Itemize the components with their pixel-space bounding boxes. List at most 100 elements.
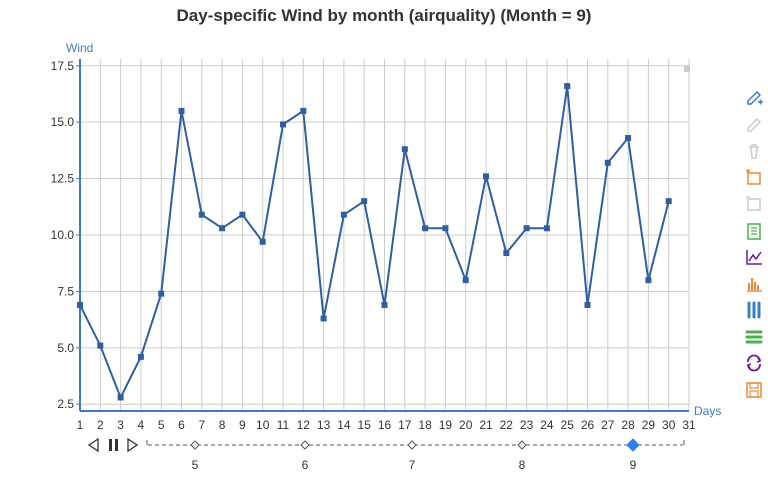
- data-point[interactable]: [503, 250, 510, 257]
- x-tick-label: 19: [439, 418, 453, 432]
- prev-button[interactable]: [87, 437, 99, 453]
- data-point[interactable]: [340, 211, 347, 218]
- data-point[interactable]: [543, 225, 550, 232]
- data-point[interactable]: [137, 353, 144, 360]
- x-tick-label: 13: [317, 418, 331, 432]
- timeline-label: 5: [192, 458, 199, 472]
- x-tick-label: 7: [198, 418, 205, 432]
- bar-chart-icon[interactable]: [744, 274, 764, 294]
- x-tick-label: 30: [662, 418, 676, 432]
- x-tick-labels: 1 2 3 4 5 6 7 8 9 10 11 12 13 14 15 16 17 18 19 20 21 22 23 24 2…: [77, 418, 696, 432]
- x-tick-label: 2: [97, 418, 104, 432]
- x-tick-label: 26: [581, 418, 595, 432]
- data-point[interactable]: [117, 394, 124, 401]
- x-tick-label: 6: [178, 418, 185, 432]
- data-point[interactable]: [158, 290, 165, 297]
- x-tick-label: 22: [500, 418, 514, 432]
- grid-lines: [76, 59, 690, 411]
- data-point[interactable]: [97, 342, 104, 349]
- data-point[interactable]: [625, 134, 632, 141]
- y-tick-label: 10.0: [51, 228, 75, 242]
- timeline-point[interactable]: [517, 440, 527, 450]
- data-point[interactable]: [361, 198, 368, 205]
- x-tick-label: 12: [297, 418, 311, 432]
- x-tick-label: 4: [138, 418, 145, 432]
- x-tick-label: 1: [77, 418, 84, 432]
- pencil-icon: [744, 115, 764, 135]
- trash-icon: [744, 141, 764, 161]
- data-point[interactable]: [239, 211, 246, 218]
- data-point[interactable]: [401, 146, 408, 153]
- x-tick-label: 3: [117, 418, 124, 432]
- stack-icon[interactable]: [744, 300, 764, 320]
- data-point[interactable]: [462, 277, 469, 284]
- zoom-handle[interactable]: [684, 66, 690, 72]
- x-tick-label: 8: [219, 418, 226, 432]
- y-tick-labels: 2.5 5.0 7.5 10.0 12.5 15.0 17.5: [51, 59, 75, 411]
- line-chart-icon[interactable]: [744, 247, 764, 267]
- data-point[interactable]: [280, 121, 286, 128]
- x-tick-label: 11: [277, 418, 290, 432]
- x-tick-label: 24: [540, 418, 554, 432]
- y-tick-label: 5.0: [57, 341, 74, 355]
- timeline-point[interactable]: [300, 440, 310, 450]
- axes: Wind Days: [66, 41, 721, 418]
- timeline-label: 7: [409, 458, 416, 472]
- x-tick-label: 5: [158, 418, 165, 432]
- data-point[interactable]: [300, 107, 307, 114]
- data-point[interactable]: [564, 83, 571, 90]
- data-point[interactable]: [483, 173, 489, 180]
- x-tick-label: 18: [418, 418, 432, 432]
- data-point[interactable]: [665, 198, 672, 205]
- data-point[interactable]: [645, 277, 652, 284]
- y-tick-label: 15.0: [51, 115, 75, 129]
- x-axis-label: Days: [694, 404, 721, 418]
- x-tick-label: 23: [520, 418, 534, 432]
- data-point[interactable]: [422, 225, 429, 232]
- toolbox: [744, 88, 766, 406]
- x-tick-label: 31: [682, 418, 696, 432]
- data-point[interactable]: [604, 159, 611, 166]
- x-tick-label: 25: [561, 418, 575, 432]
- y-tick-label: 2.5: [57, 397, 74, 411]
- pause-button[interactable]: [109, 439, 118, 451]
- data-point[interactable]: [198, 211, 205, 218]
- chart-title: Day-specific Wind by month (airquality) …: [176, 6, 592, 25]
- data-point[interactable]: [178, 107, 185, 114]
- data-point[interactable]: [523, 225, 530, 232]
- data-point[interactable]: [442, 225, 449, 232]
- timeline-point[interactable]: [190, 440, 200, 450]
- series-wind: [77, 83, 672, 401]
- next-button[interactable]: [127, 437, 139, 453]
- area-clear-icon: [744, 194, 764, 214]
- x-tick-label: 9: [239, 418, 246, 432]
- restore-icon[interactable]: [744, 353, 764, 373]
- x-tick-label: 28: [621, 418, 635, 432]
- x-tick-label: 16: [378, 418, 392, 432]
- y-tick-label: 12.5: [51, 172, 75, 186]
- series-line: [79, 85, 670, 400]
- data-point[interactable]: [320, 315, 327, 322]
- data-point[interactable]: [381, 301, 388, 308]
- save-image-icon[interactable]: [744, 380, 764, 400]
- data-point[interactable]: [219, 225, 226, 232]
- y-tick-label: 7.5: [57, 284, 74, 298]
- data-view-icon[interactable]: [744, 221, 764, 241]
- timeline-point[interactable]: [407, 440, 417, 450]
- x-tick-label: 17: [398, 418, 412, 432]
- data-point[interactable]: [259, 238, 266, 245]
- data-point[interactable]: [77, 301, 83, 308]
- data-point[interactable]: [584, 301, 591, 308]
- x-tick-label: 15: [358, 418, 372, 432]
- x-tick-label: 14: [337, 418, 351, 432]
- x-tick-label: 27: [601, 418, 615, 432]
- tiled-icon[interactable]: [744, 327, 764, 347]
- timeline-label: 6: [302, 458, 309, 472]
- x-tick-label: 10: [256, 418, 270, 432]
- pencil-plus-icon[interactable]: [744, 88, 764, 108]
- timeline-point[interactable]: [626, 438, 640, 452]
- timeline-player: 5 6 7 8 9: [87, 437, 685, 472]
- timeline-label: 9: [630, 458, 637, 472]
- area-select-icon[interactable]: [744, 168, 764, 188]
